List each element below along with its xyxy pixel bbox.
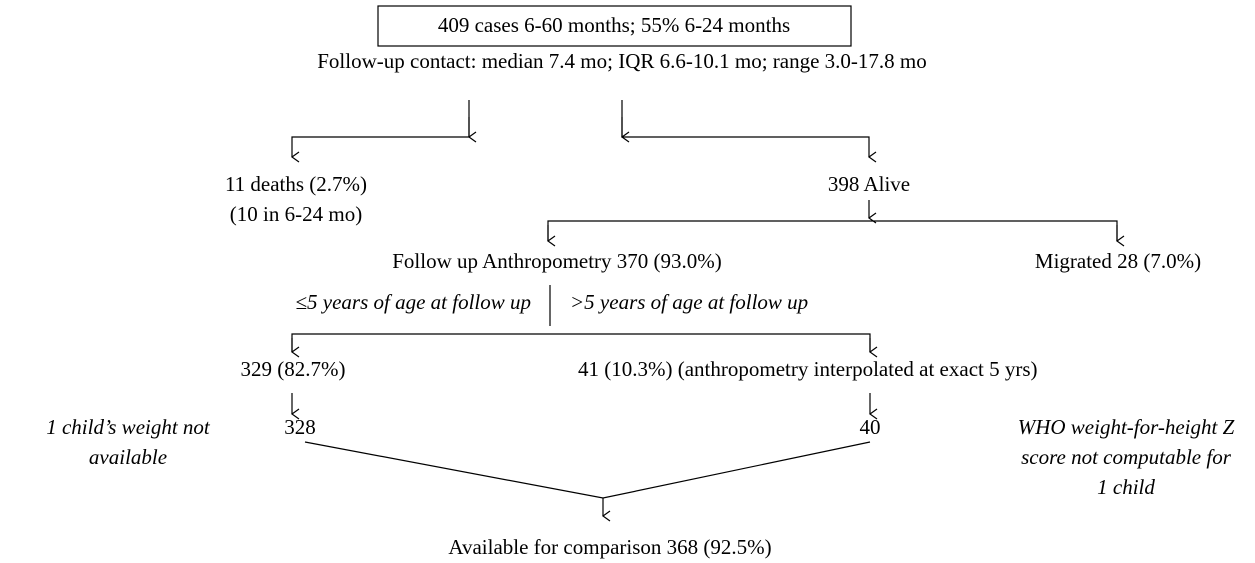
note: 1 child’s weight not [46,415,211,439]
node-text: Follow up Anthropometry 370 (93.0%) [392,249,722,273]
node-text: 409 cases 6-60 months; 55% 6-24 months [438,13,790,37]
connector [621,100,869,157]
connector [304,441,871,499]
node-text: Migrated 28 (7.0%) [1035,249,1201,273]
node-text: 329 (82.7%) [241,357,346,381]
connector [292,100,470,157]
node-text: 40 [860,415,881,439]
node-text: 398 Alive [828,172,910,196]
top-box [377,5,852,47]
node-text: 41 (10.3%) (anthropometry interpolated a… [578,357,1038,381]
branch-label: ≤5 years of age at follow up [295,290,531,314]
node-text: (10 in 6-24 mo) [230,202,362,226]
note: WHO weight-for-height Z [1018,415,1235,439]
node-text: 11 deaths (2.7%) [225,172,367,196]
node-text: Available for comparison 368 (92.5%) [448,535,771,559]
connector [547,220,1118,241]
node-text: Follow-up contact: median 7.4 mo; IQR 6.… [317,49,927,73]
note: 1 child [1097,475,1155,499]
note: available [89,445,167,469]
note: score not computable for [1021,445,1232,469]
node-text: 328 [284,415,316,439]
connector [291,333,871,352]
branch-label: >5 years of age at follow up [570,290,808,314]
